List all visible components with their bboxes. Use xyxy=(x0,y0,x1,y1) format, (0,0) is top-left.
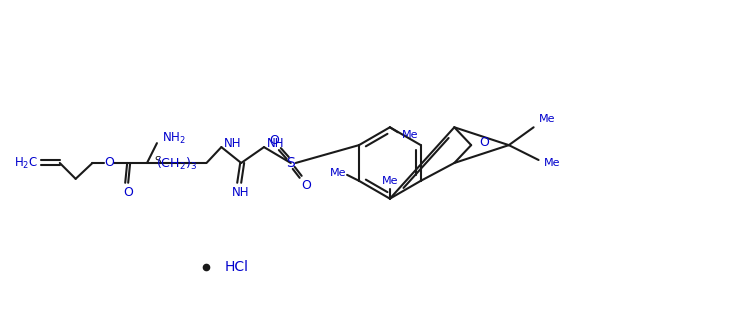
Text: NH: NH xyxy=(231,186,249,199)
Text: Me: Me xyxy=(330,168,346,178)
Text: Me: Me xyxy=(538,114,555,124)
Text: NH$_2$: NH$_2$ xyxy=(162,131,186,146)
Text: Me: Me xyxy=(401,130,418,140)
Text: NH: NH xyxy=(267,137,285,150)
Text: HCl: HCl xyxy=(224,260,248,274)
Text: Me: Me xyxy=(382,176,398,186)
Text: S: S xyxy=(286,156,295,170)
Text: S: S xyxy=(154,156,160,166)
Text: NH: NH xyxy=(224,137,242,150)
Text: Me: Me xyxy=(544,158,560,168)
Text: O: O xyxy=(479,136,489,149)
Text: H$_2$C: H$_2$C xyxy=(14,155,38,171)
Text: O: O xyxy=(302,179,312,192)
Text: O: O xyxy=(105,157,114,169)
Text: O: O xyxy=(123,186,133,199)
Text: (CH$_2$)$_3$: (CH$_2$)$_3$ xyxy=(157,156,197,172)
Text: O: O xyxy=(269,134,279,147)
